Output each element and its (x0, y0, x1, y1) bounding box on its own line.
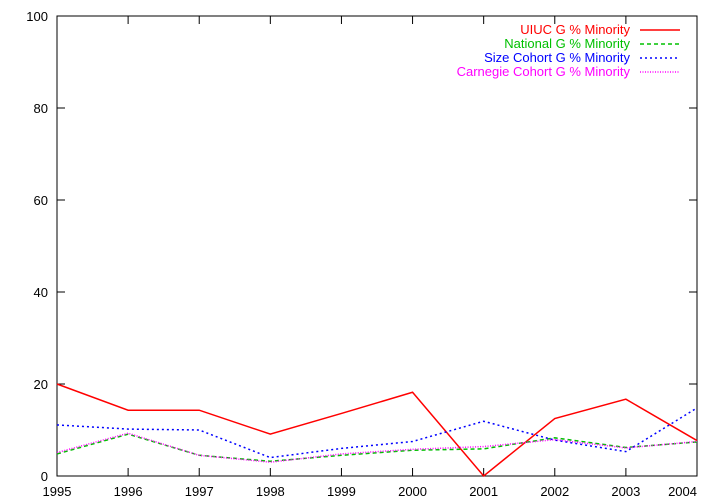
x-tick-label: 2003 (611, 484, 640, 499)
series-line-0 (56, 383, 698, 478)
y-tick-label: 60 (34, 193, 48, 208)
x-tick-label: 1995 (43, 484, 72, 499)
y-tick-label: 80 (34, 101, 48, 116)
x-tick-label: 2000 (398, 484, 427, 499)
plot-frame (56, 15, 698, 477)
y-tick-label: 100 (26, 9, 48, 24)
x-tick-label: 2001 (469, 484, 498, 499)
series-line-2 (56, 407, 698, 459)
axis-ticks: 0 20 40 60 80 100 1995 1996 1997 1998 1999 2000 2001… (26, 9, 698, 499)
legend-label: National G % Minority (504, 36, 630, 51)
series-line-1 (56, 433, 698, 463)
legend-label: Carnegie Cohort G % Minority (457, 64, 631, 79)
x-tick-label: 1997 (185, 484, 214, 499)
x-tick-label: 1998 (256, 484, 285, 499)
x-tick-label: 1996 (114, 484, 143, 499)
series-lines (56, 383, 698, 478)
x-tick-label: 2004 (668, 484, 697, 499)
x-tick-label: 1999 (327, 484, 356, 499)
x-tick-label: 2002 (540, 484, 569, 499)
y-tick-label: 40 (34, 285, 48, 300)
legend-label: UIUC G % Minority (520, 22, 630, 37)
y-tick-label: 20 (34, 377, 48, 392)
series-line-3 (56, 432, 698, 463)
legend-label: Size Cohort G % Minority (484, 50, 630, 65)
y-tick-label: 0 (41, 469, 48, 484)
